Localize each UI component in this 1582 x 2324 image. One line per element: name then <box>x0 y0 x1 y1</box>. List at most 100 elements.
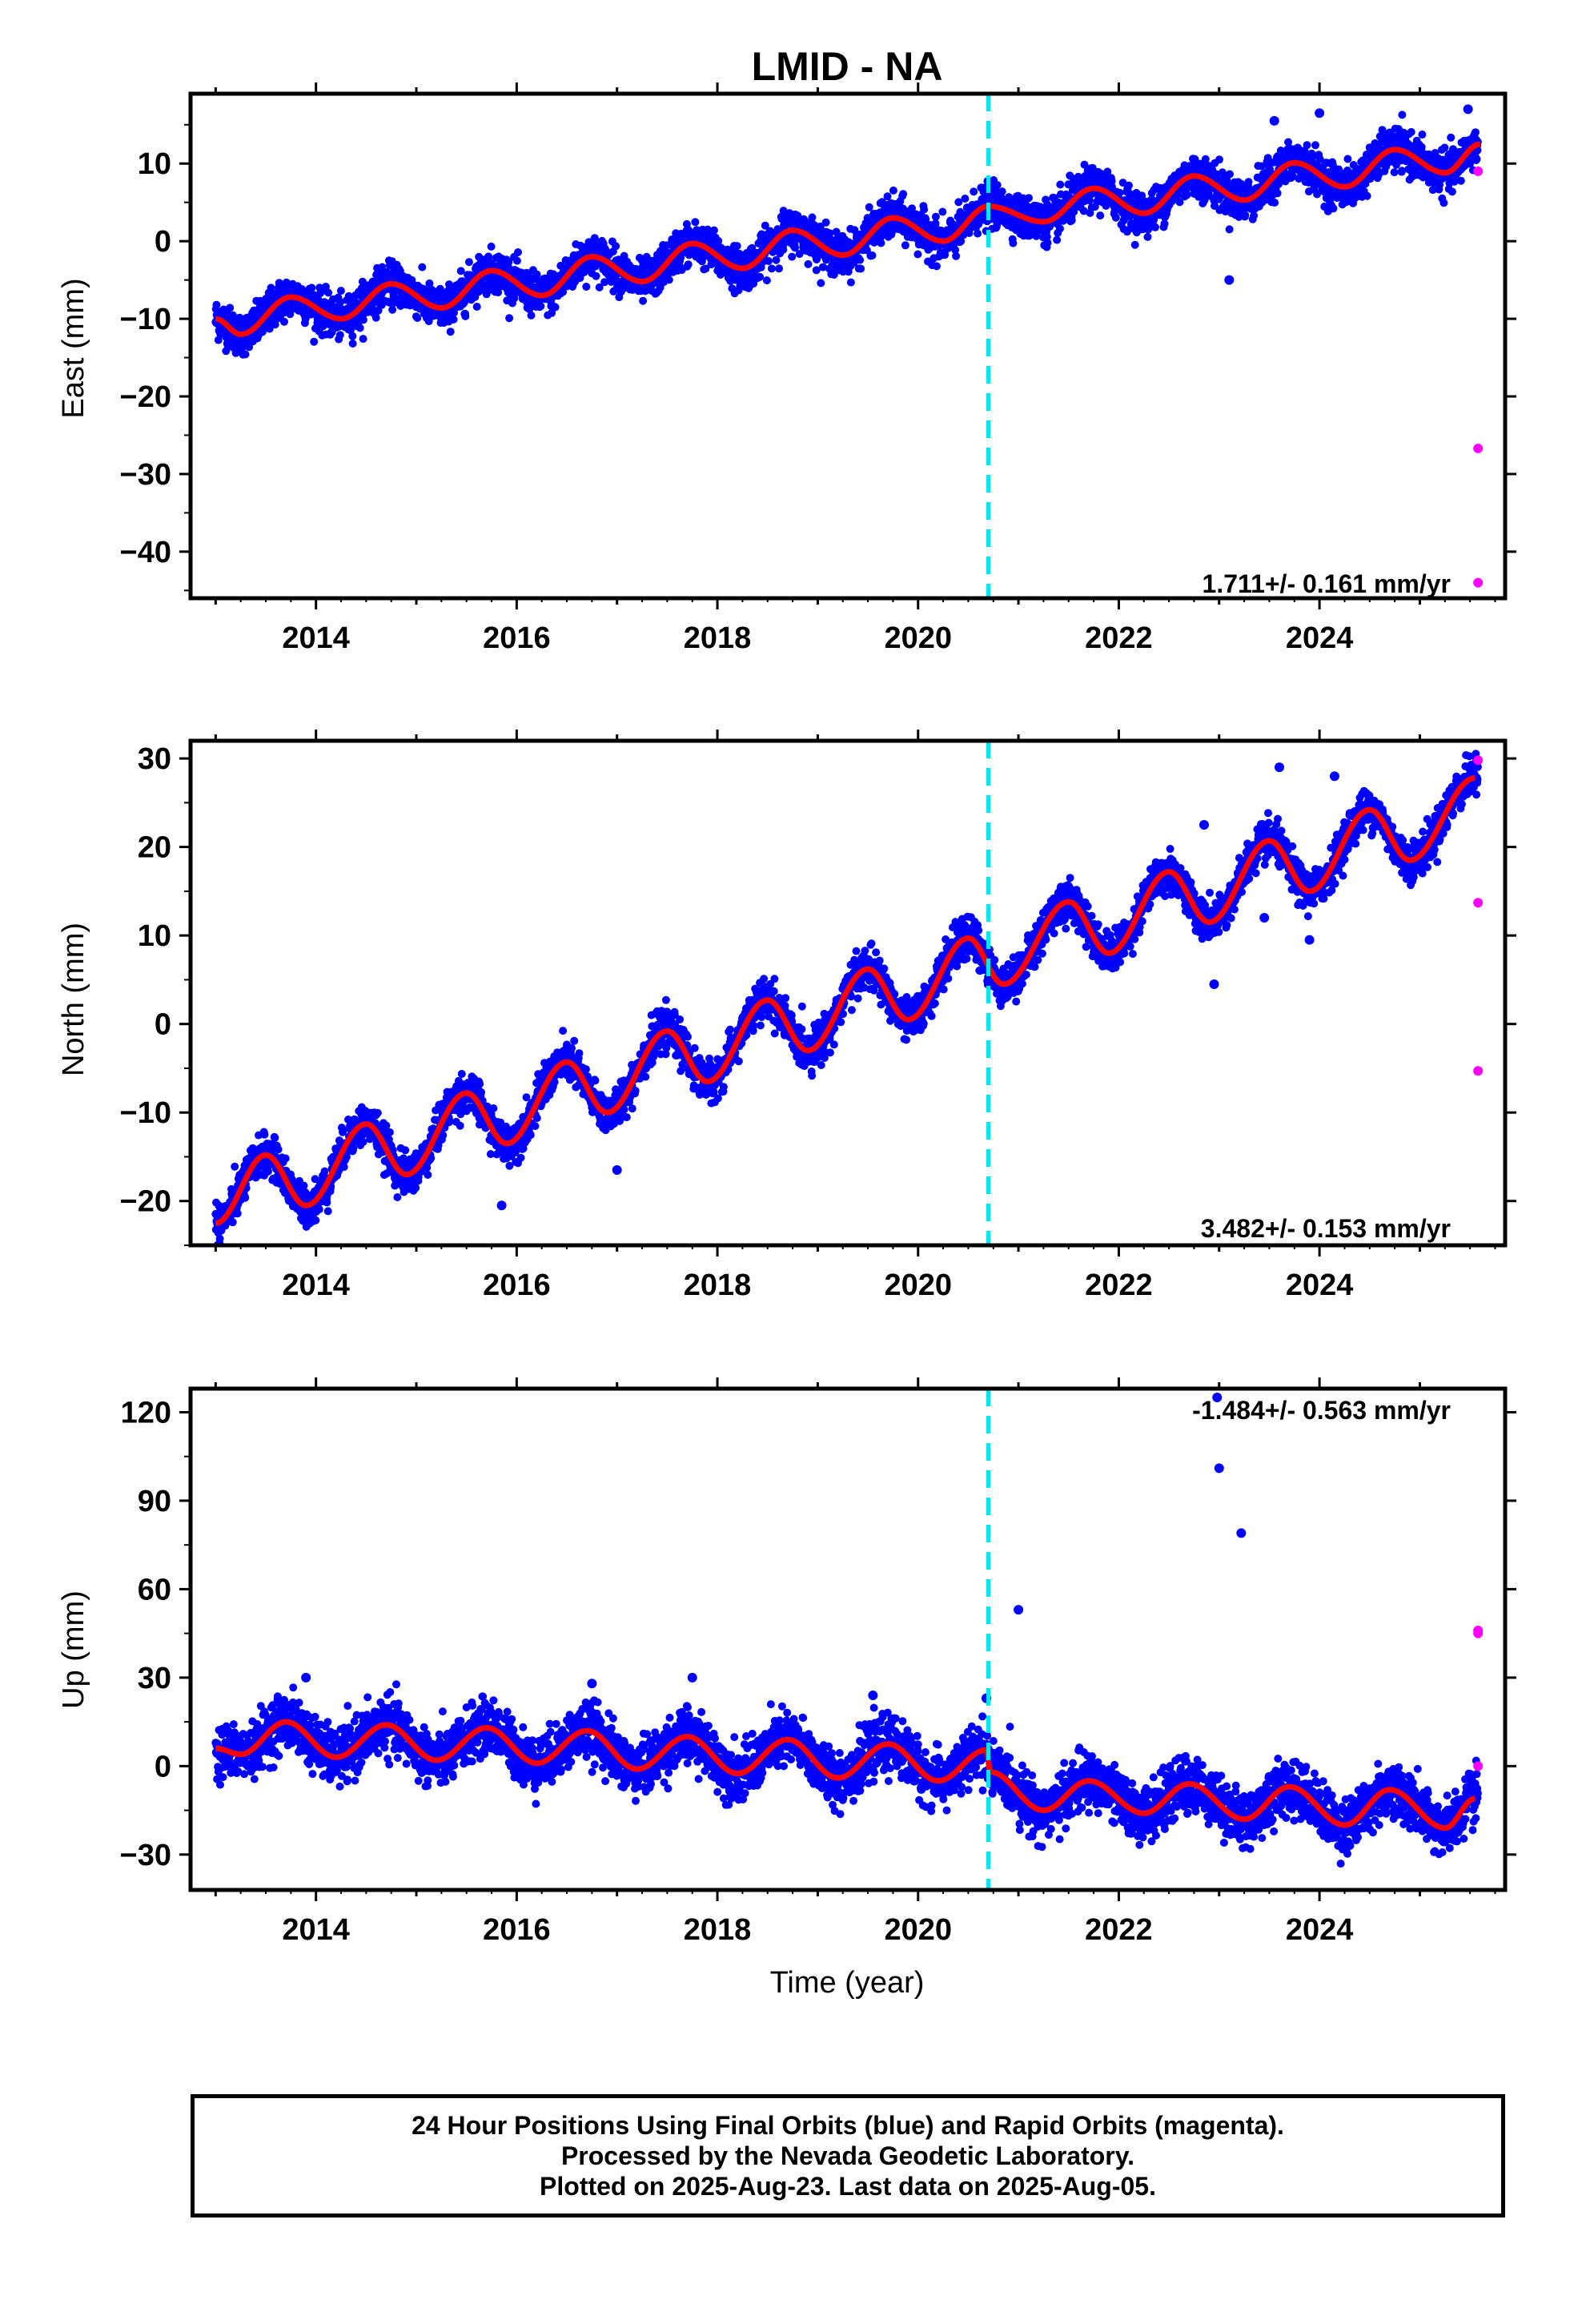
final-orbit-point <box>418 263 427 271</box>
final-orbit-point <box>258 328 267 336</box>
east-panel: East (mm) 1.711+/- 0.161 mm/yr −40−30−20… <box>57 82 1516 655</box>
final-orbit-point <box>665 275 673 284</box>
final-orbit-point <box>1439 199 1448 207</box>
final-orbit-point <box>931 212 940 221</box>
final-orbit-point <box>819 263 828 271</box>
final-orbit-point <box>245 343 254 352</box>
final-orbit-point <box>1417 143 1426 151</box>
final-orbit-point <box>359 316 367 324</box>
final-orbit-point <box>901 241 909 250</box>
final-orbit-point <box>319 322 327 331</box>
final-orbit-point <box>1043 239 1052 247</box>
final-orbit-point <box>998 187 1006 196</box>
final-orbit-point <box>324 288 333 297</box>
final-orbit-point <box>889 186 897 195</box>
final-orbit-point <box>548 308 556 317</box>
final-orbit-point <box>913 250 922 259</box>
final-orbit-point <box>512 256 521 265</box>
final-orbit-point <box>274 1145 283 1154</box>
final-orbit-point <box>504 258 513 266</box>
final-orbit-point <box>241 350 250 359</box>
final-orbit-point <box>348 340 357 348</box>
final-orbit-point <box>1398 111 1407 119</box>
final-orbit-point <box>449 315 458 324</box>
final-orbit-point <box>592 271 600 280</box>
final-orbit-point <box>525 304 534 312</box>
final-orbit-point <box>212 300 221 309</box>
final-orbit-point <box>532 270 541 279</box>
final-orbit-point <box>487 242 496 251</box>
final-orbit-point <box>961 195 970 203</box>
final-orbit-point <box>226 304 235 312</box>
final-orbit-point <box>1273 189 1282 198</box>
final-orbit-outlier <box>1463 104 1473 115</box>
final-orbit-point <box>899 190 908 199</box>
final-orbit-point <box>1056 180 1065 189</box>
final-orbit-point <box>1250 211 1259 220</box>
x-tick-label: 2024 <box>1286 621 1354 655</box>
final-orbit-point <box>335 331 344 340</box>
final-orbit-point <box>461 312 470 320</box>
final-orbit-point <box>1407 127 1415 136</box>
final-orbit-point <box>865 203 873 211</box>
final-orbit-point <box>1225 225 1234 234</box>
final-orbit-point <box>348 332 357 340</box>
final-orbit-point <box>215 1234 224 1243</box>
final-orbit-outlier <box>1269 115 1279 126</box>
final-orbit-point <box>281 1154 290 1163</box>
final-orbit-point <box>388 305 397 314</box>
final-orbit-point <box>1472 155 1481 163</box>
final-orbit-point <box>817 279 825 287</box>
final-orbit-point <box>1390 168 1399 177</box>
final-orbit-point <box>684 260 693 269</box>
final-orbit-point <box>233 1209 242 1218</box>
final-orbit-point <box>267 283 275 292</box>
rapid-orbit-point <box>1473 166 1484 176</box>
final-orbit-point <box>311 1216 320 1224</box>
final-orbit-point <box>639 296 648 305</box>
final-orbit-point <box>920 205 929 214</box>
final-orbit-point <box>733 242 741 251</box>
final-orbit-point <box>358 277 367 286</box>
x-tick-label: 2022 <box>1085 621 1153 655</box>
final-orbit-point <box>514 248 522 256</box>
final-orbit-point <box>472 303 481 311</box>
north-panel: North (mm) 3.482+/- 0.153 mm/yr −20−1001… <box>57 730 1516 1302</box>
final-orbit-point <box>310 337 319 346</box>
final-orbit-point <box>590 234 599 243</box>
final-orbit-point <box>1053 235 1062 244</box>
final-orbit-point <box>1067 216 1076 225</box>
final-orbit-point <box>691 218 700 227</box>
final-orbit-point <box>1025 194 1033 203</box>
final-orbit-point <box>775 264 783 273</box>
final-orbit-point <box>336 287 345 296</box>
final-orbit-point <box>812 266 821 275</box>
final-orbit-point <box>756 272 765 281</box>
final-orbit-point <box>505 314 514 323</box>
final-orbit-point <box>701 264 710 273</box>
final-orbit-point <box>954 198 963 207</box>
final-orbit-point <box>536 302 545 311</box>
final-orbit-point <box>582 283 591 291</box>
chart-title: LMID - NA <box>752 44 943 89</box>
final-orbit-point <box>1456 176 1465 185</box>
final-orbit-point <box>846 278 855 287</box>
final-orbit-point <box>709 226 718 235</box>
final-orbit-point <box>241 1193 250 1202</box>
final-orbit-point <box>856 255 865 264</box>
final-orbit-point <box>456 267 465 275</box>
final-orbit-point <box>464 258 473 267</box>
final-orbit-point <box>772 255 781 264</box>
final-orbit-point <box>612 242 620 251</box>
final-orbit-point <box>932 262 941 271</box>
final-orbit-point <box>804 259 813 268</box>
x-tick-label: 2016 <box>483 621 551 655</box>
final-orbit-point <box>941 251 950 259</box>
final-orbit-point <box>1009 239 1018 247</box>
final-orbit-point <box>779 245 788 254</box>
final-orbit-point <box>265 324 274 333</box>
final-orbit-point <box>762 276 771 285</box>
east-y-axis-label: East (mm) <box>57 278 90 418</box>
final-orbit-point <box>1447 187 1456 196</box>
final-orbit-point <box>1115 188 1124 197</box>
